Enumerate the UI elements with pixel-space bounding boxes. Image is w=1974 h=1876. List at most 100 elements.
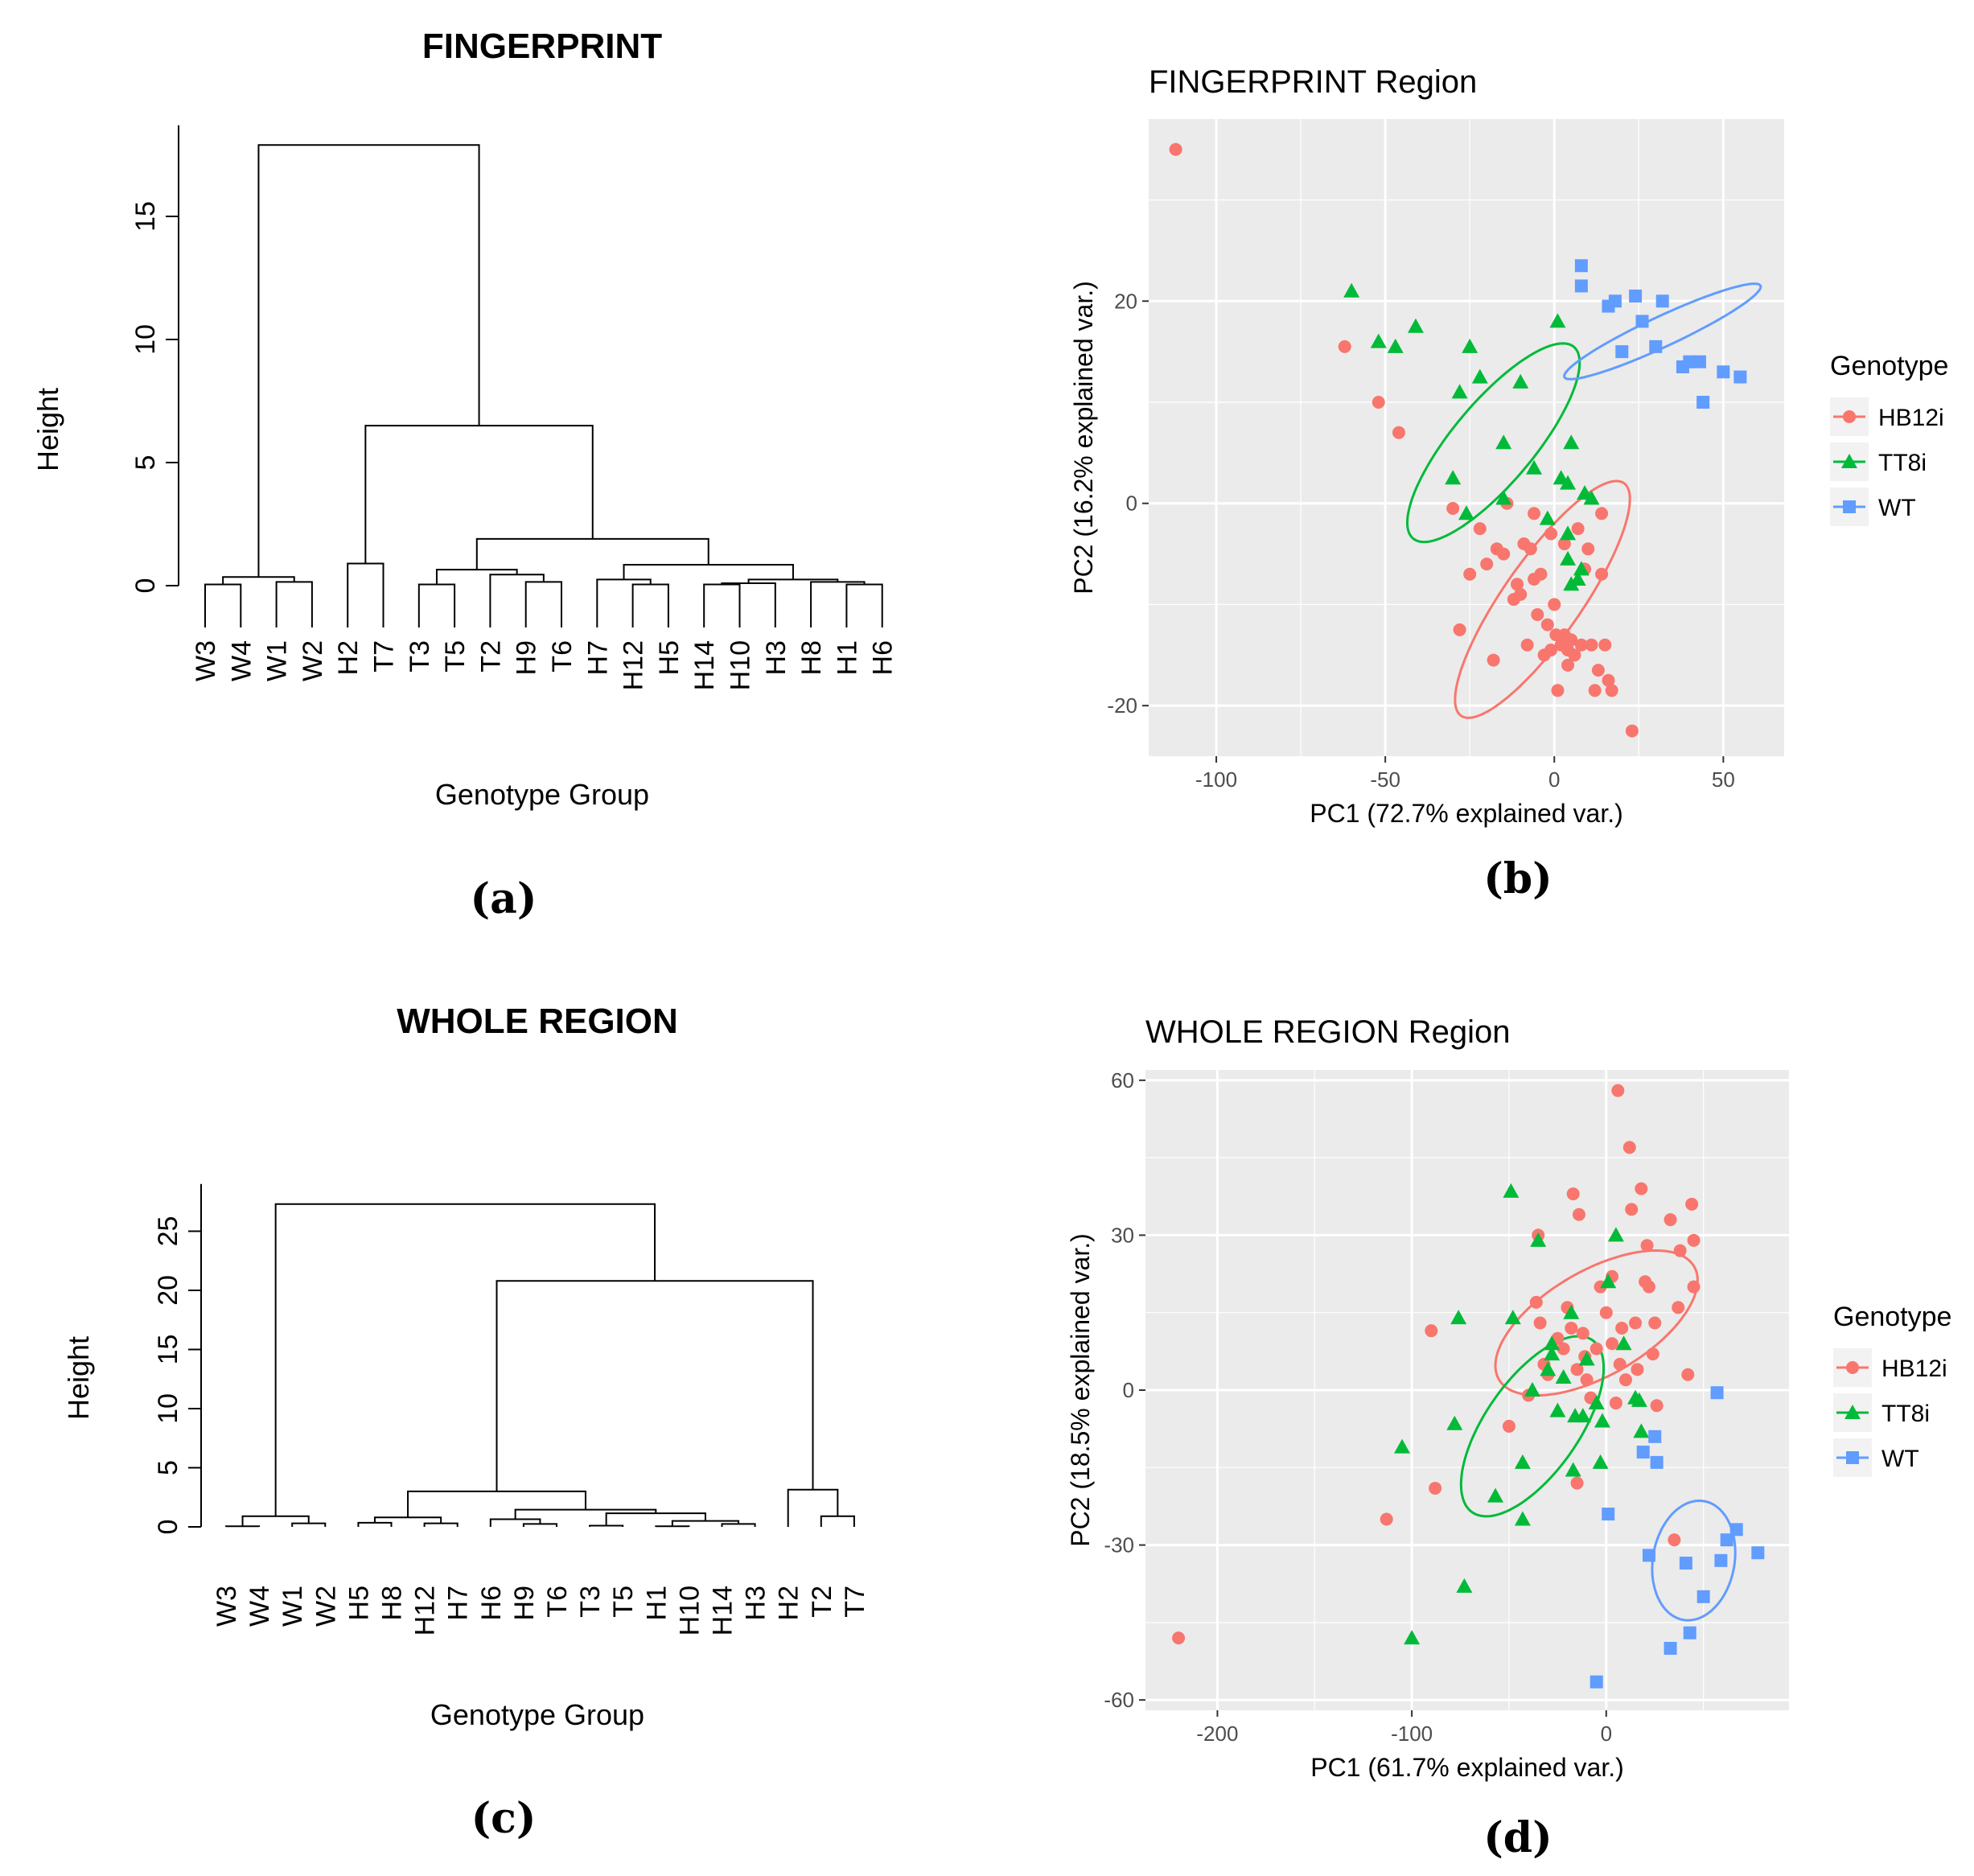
data-point-tt8i xyxy=(1495,434,1512,450)
data-point-hb12i xyxy=(1672,1301,1685,1314)
data-point-hb12i xyxy=(1487,653,1500,667)
leaf-label: W4 xyxy=(226,640,257,681)
y-tick-label: 5 xyxy=(130,455,161,471)
leaf-label: H2 xyxy=(774,1586,804,1620)
data-point-hb12i xyxy=(1574,638,1588,652)
data-point-tt8i xyxy=(1600,1273,1617,1289)
leaf-label: H2 xyxy=(333,640,364,675)
data-point-tt8i xyxy=(1487,1487,1504,1503)
data-point-tt8i xyxy=(1555,1368,1572,1384)
dendrogram-whole-region-panel: WHOLE REGION 0 5 10 15 20 25 Height Genotype Gro… xyxy=(0,938,987,1876)
leaf-label: W2 xyxy=(298,640,328,681)
data-point-tt8i xyxy=(1549,313,1566,328)
data-point-hb12i xyxy=(1502,1419,1515,1433)
legend-title: Genotype xyxy=(1833,1302,1951,1332)
x-tick-label: 0 xyxy=(1601,1722,1612,1746)
x-tick-label: -200 xyxy=(1196,1722,1238,1746)
leaf-label: H12 xyxy=(619,640,649,690)
leaf-label: H10 xyxy=(674,1586,705,1635)
data-point-hb12i xyxy=(1589,1342,1603,1356)
data-point-hb12i xyxy=(1595,567,1609,581)
dendrogram-branch xyxy=(631,583,669,627)
legend-title: Genotype xyxy=(1830,351,1948,381)
data-point-hb12i xyxy=(1473,522,1487,536)
data-point-hb12i xyxy=(1687,1233,1701,1247)
y-tick-label: 0 xyxy=(130,578,161,594)
data-point-tt8i xyxy=(1445,470,1462,485)
leaf-label: H3 xyxy=(741,1586,771,1620)
legend-key-hb12i xyxy=(1846,1361,1859,1374)
dendrogram-branch xyxy=(417,583,456,627)
data-point-hb12i xyxy=(1528,507,1541,520)
data-point-tt8i xyxy=(1560,525,1577,541)
dendrogram-branch xyxy=(274,1203,656,1516)
data-point-tt8i xyxy=(1462,338,1478,353)
data-point-tt8i xyxy=(1451,384,1468,399)
dendrogram-branch xyxy=(787,1488,839,1527)
y-axis-label: Height xyxy=(62,1336,95,1420)
data-point-wt xyxy=(1629,290,1643,302)
y-tick-label: 5 xyxy=(153,1460,183,1475)
chart-title: WHOLE REGION Region xyxy=(1145,1014,1510,1050)
data-point-wt xyxy=(1751,1546,1765,1560)
y-tick-label: 15 xyxy=(153,1335,183,1365)
data-point-tt8i xyxy=(1578,1351,1595,1366)
leaf-label: H14 xyxy=(689,640,720,690)
data-point-hb12i xyxy=(1602,673,1615,687)
legend-label: WT xyxy=(1881,1446,1919,1472)
data-point-wt xyxy=(1720,1533,1733,1547)
data-point-wt xyxy=(1683,355,1696,368)
x-axis-label: PC1 (72.7% explained var.) xyxy=(1310,799,1623,828)
data-point-tt8i xyxy=(1512,373,1529,389)
dendrogram-branch xyxy=(364,425,594,564)
leaf-label: H1 xyxy=(832,640,862,675)
data-point-tt8i xyxy=(1495,490,1512,505)
legend-label: HB12i xyxy=(1878,405,1944,431)
dendrogram-branch xyxy=(589,1524,624,1527)
legend-label: HB12i xyxy=(1881,1356,1947,1382)
data-point-hb12i xyxy=(1561,658,1575,672)
confidence-ellipse-hb12i xyxy=(1454,479,1631,719)
y-tick-label: 0 xyxy=(1126,492,1137,516)
leaf-label: H7 xyxy=(582,640,613,675)
data-point-hb12i xyxy=(1599,1306,1613,1319)
dendrogram-branch xyxy=(257,144,480,578)
legend-key-tt8i xyxy=(1844,1405,1861,1419)
y-tick-label: 20 xyxy=(153,1275,183,1306)
dendrogram-branch xyxy=(357,1521,393,1527)
data-point-tt8i xyxy=(1607,1227,1624,1242)
data-point-wt xyxy=(1574,259,1588,273)
data-point-hb12i xyxy=(1611,1084,1625,1097)
data-point-hb12i xyxy=(1625,1203,1639,1216)
dendrogram-branch xyxy=(522,1523,557,1527)
data-point-tt8i xyxy=(1539,510,1556,525)
dendrogram-branch xyxy=(605,1512,706,1526)
dendrogram-branch xyxy=(275,581,313,627)
data-point-tt8i xyxy=(1450,1310,1467,1325)
data-point-wt xyxy=(1692,355,1706,368)
y-tick-label: 20 xyxy=(1114,289,1137,313)
panel-label: (c) xyxy=(471,1794,537,1843)
dendrogram-branch xyxy=(721,1523,756,1527)
data-point-tt8i xyxy=(1404,1630,1421,1645)
data-point-tt8i xyxy=(1544,1346,1561,1361)
data-point-hb12i xyxy=(1609,1397,1622,1410)
data-point-tt8i xyxy=(1563,1304,1580,1319)
data-point-hb12i xyxy=(1618,1373,1632,1387)
data-point-tt8i xyxy=(1583,490,1600,505)
data-point-hb12i xyxy=(1565,1321,1578,1335)
leaf-label: T2 xyxy=(807,1586,837,1618)
legend-key-wt xyxy=(1843,500,1856,513)
leaf-label: H8 xyxy=(377,1586,408,1620)
data-point-hb12i xyxy=(1380,1512,1393,1526)
data-point-hb12i xyxy=(1338,339,1351,353)
y-tick-label: -30 xyxy=(1104,1533,1134,1557)
data-point-tt8i xyxy=(1526,459,1543,475)
chart-title: FINGERPRINT xyxy=(422,27,662,66)
x-axis-label: Genotype Group xyxy=(430,1698,644,1731)
leaf-label: T3 xyxy=(405,640,435,673)
data-point-hb12i xyxy=(1557,537,1571,550)
y-axis-label: PC2 (16.2% explained var.) xyxy=(1069,281,1098,594)
data-point-hb12i xyxy=(1635,1182,1648,1195)
data-point-wt xyxy=(1642,1549,1655,1562)
